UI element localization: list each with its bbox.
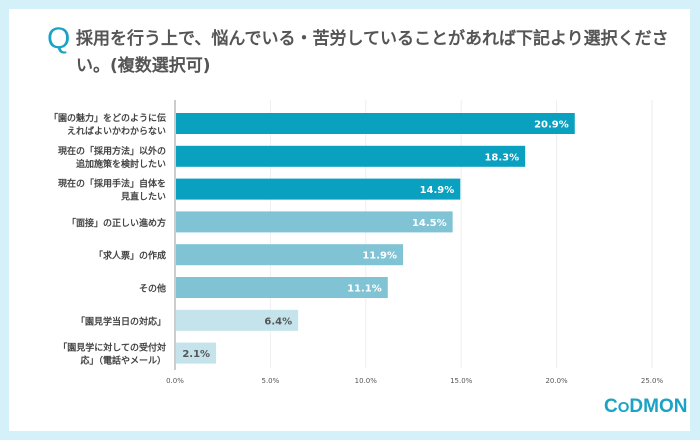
bar [176, 211, 453, 233]
category-label: 現在の「採用方法」以外の [58, 145, 166, 157]
x-tick-label: 10.0% [355, 377, 378, 385]
data-label: 2.1% [182, 349, 210, 360]
chart-title: 採用を行う上で、悩んでいる・苦労していることがあれば下記より選択ください。(複数… [76, 29, 669, 76]
data-label: 6.4% [264, 316, 292, 327]
bar [176, 178, 461, 200]
bar [176, 145, 526, 167]
x-tick-label: 20.0% [545, 377, 568, 385]
category-label: 「求人票」の作成 [94, 250, 166, 262]
category-label: その他 [139, 283, 166, 295]
category-label: 現在の「採用手法」自体を [58, 178, 166, 190]
category-label: 見直したい [120, 191, 166, 203]
category-label: 「園見学当日の対応」 [76, 315, 166, 327]
data-label: 14.5% [412, 218, 447, 229]
category-label: 追加施策を検討したい [76, 158, 166, 170]
data-label: 14.9% [420, 185, 455, 196]
data-label: 20.9% [534, 120, 569, 131]
codmon-logo: CODMON [604, 396, 688, 417]
bar [176, 342, 217, 364]
data-label: 11.9% [362, 251, 397, 262]
data-label: 18.3% [484, 152, 519, 163]
data-label: 11.1% [347, 284, 382, 295]
x-tick-label: 15.0% [450, 377, 473, 385]
category-label: えればよいかわからない [67, 125, 166, 137]
question-marker: Q [47, 22, 71, 55]
bar [176, 309, 299, 331]
bar [176, 113, 575, 134]
category-label: 「園見学に対しての受付対 [58, 342, 166, 354]
category-label: 「面接」の正しい進め方 [67, 217, 166, 229]
category-label: 「園の魅力」をどのように伝 [49, 112, 166, 124]
x-tick-label: 0.0% [166, 377, 184, 385]
category-label: 応」（電話やメール） [80, 355, 166, 367]
x-tick-label: 5.0% [262, 377, 280, 385]
bar [176, 244, 404, 266]
bar [176, 277, 388, 298]
x-tick-label: 25.0% [641, 377, 664, 385]
